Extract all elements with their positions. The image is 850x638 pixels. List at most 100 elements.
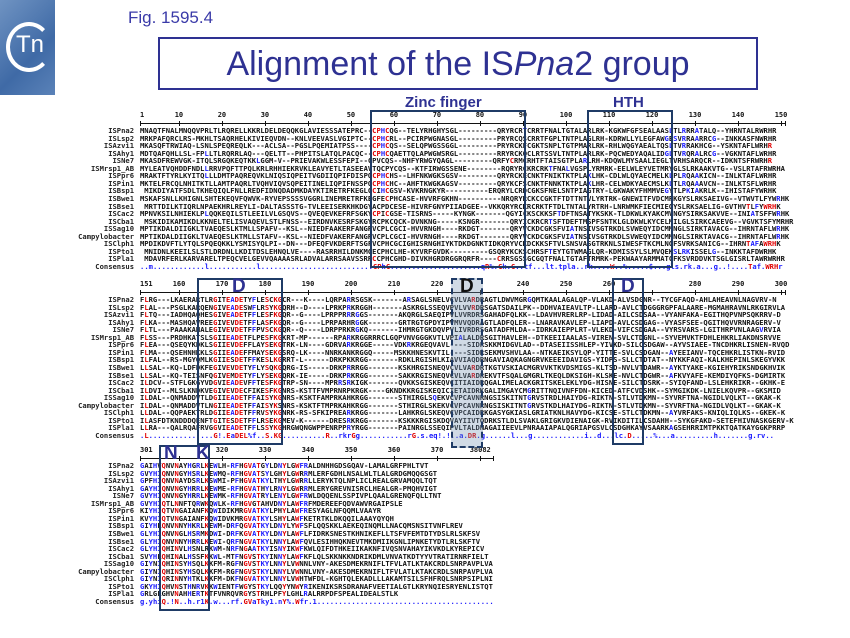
sequence-residues: FLRG---LKAERARTLRGITEADETYFLESCKGCR---K-… <box>140 295 777 304</box>
sequence-name: ISPin1 <box>108 347 134 357</box>
ruler-tick-label: 260 <box>602 280 616 288</box>
sequence-name: ISPla1 <box>108 589 134 599</box>
sequence-row: ISPpr6 MRAKTFTYRLKYITQLLLDMTPAQREQVKLNIQS… <box>0 172 850 180</box>
sequence-residues: GLYHIQNVNNYHRRLKEWI-QRFNGVATKYLNNYLAWFQV… <box>140 536 481 546</box>
sequence-row: ISClph1 MPDIKDVFTLYTQLSPQEQKKLYSMISYQLPI-… <box>0 240 850 248</box>
n-motif-label: N <box>164 443 178 464</box>
ruler-tick-label: 10 <box>174 111 184 119</box>
ruler-tick-mark <box>350 121 352 126</box>
sequence-residues: LLSAL--KQ-LDFDKFEGIVEVDETYFLYSQKGQRG-IS-… <box>140 362 786 372</box>
sequence-row: ISMrsp1_AB GVYHIQTLNNFTQRWKQWLK-RFHGVGTAH… <box>0 500 850 508</box>
figure-label: Fig. 1595.4 <box>128 8 214 27</box>
ruler-tick-label: 360 <box>387 446 401 454</box>
ruler-tick-label: 180 <box>258 280 272 288</box>
ruler-tick-label: 110 <box>602 111 616 119</box>
sequence-row: ISAhy1 FLKA---MASHQAVREEGIVEVDETFFLASFKGQ… <box>0 317 850 327</box>
ruler-tick-mark <box>307 456 309 461</box>
ruler-tick-mark <box>436 456 438 461</box>
sequence-name: ISBwe1 <box>108 193 134 203</box>
sequence-row: ISSag10 MPTIKDALDIIGKLTVAEQESLKTMLLSPAFV-… <box>0 225 850 233</box>
sequence-residues: MDAVRFERLKARVARELTPEQCVELGEVVQAAAASRLADV… <box>140 254 785 264</box>
sequence-residues: FLMA---QSEHNHKKLSGIIEADEFFMAYSEKGSRQ-LK-… <box>140 347 786 357</box>
ruler-tick-mark <box>221 290 223 295</box>
ruler-tick-label: 70 <box>432 111 442 119</box>
ruler-tick-mark <box>522 121 524 126</box>
sequence-residues: GIYNIQHINSYHSQLKKFM-RGFNGVSTKYLNNYLVWNNL… <box>140 559 493 569</box>
sequence-row: ISPto1 ILASFDTKNDDDQENFTGITESDETFFLRSEKGM… <box>0 417 850 425</box>
sequence-name: ISAzvi1 <box>103 310 134 320</box>
ruler-tick-label: 60 <box>389 111 399 119</box>
sequence-row: ISSag10 GIYNIQHINSYHSQLKKFM-RGFNGVSTKYLNN… <box>0 560 850 568</box>
ruler-tick-label: 301 <box>140 446 153 454</box>
sequence-residues: KVYHIQTVNGAIANFKQWIDVKMRGVATKYLSHYLAWFKE… <box>140 513 394 523</box>
sequence-residues: g.yhiQ.!N..h.r1K.w...rf.GVaTky1.nY%.Wfr.… <box>140 596 494 606</box>
sequence-residues: LLDAL--QQPAEKTRLDGIIEADETFFRVSYKGNRK-RS-… <box>140 408 786 418</box>
consensus-row: Consensus g.yhiQ.!N..h.r1K.w...rf.GVaTky1… <box>0 598 850 606</box>
sequence-name: ISNe7 <box>112 491 135 501</box>
sequence-residues: GVYHIQTLNNFTQRWKQWLK-RFHGVGTAHVDNYLAWFRF… <box>140 498 403 508</box>
ruler-tick-label: 140 <box>731 111 745 119</box>
sequence-name: ISPpr6 <box>108 506 134 516</box>
sequence-name: ISSag10 <box>103 559 134 569</box>
sequence-row: ISBwe1 GLYHIQNVNGLHSRMKDWI-DRFKGVATKYLDNY… <box>0 530 850 538</box>
sequence-name: ISClph1 <box>103 239 134 249</box>
sequence-name: ISSag10 <box>103 224 134 234</box>
sequence-name: ISBwe1 <box>108 362 134 372</box>
ruler-tick-mark <box>737 290 739 295</box>
sequence-name: ISAhy1 <box>108 317 134 327</box>
title-box: Alignment of the ISPna2 group <box>158 37 758 90</box>
sequence-name: ISBsp1 <box>108 186 134 196</box>
sequence-row: Campylobacter MPTIKDALDIIGKLTVAEQESLKTMLL… <box>0 232 850 241</box>
ruler-tick-label: 340 <box>301 446 315 454</box>
sequence-row: ISClph1 GIYNIQRINNYHTKLKKFM-DKFNGVATKYLNN… <box>0 575 850 583</box>
sequence-row: ISCba1 SVYHLQHINALHSSFKKWL-MTFNGVSTKYINNY… <box>0 551 850 561</box>
ruler-line <box>140 458 493 459</box>
title-suffix: 2 group <box>574 45 690 83</box>
sequence-name: ISPla1 <box>108 423 134 433</box>
title-prefix: Alignment of the IS <box>226 45 514 83</box>
sequence-row: ISLsp2 FLAL---PSGLKARQENGIVEADESWFLRSYKGQ… <box>0 302 850 312</box>
sequence-row: ISPla1 MDAVRFERLKARVARELTPEQCVELGEVVQAAA… <box>0 255 850 263</box>
sequence-row: ISBse1 LLSAL--KQ-TEISNFQGIVEMDETYFLYSEKGQ… <box>0 371 850 380</box>
title-italic: Pna <box>513 45 575 83</box>
sequence-name: ISBwe1 <box>108 528 134 538</box>
ruler-tick-mark <box>178 121 180 126</box>
sequence-name: ISCac2 <box>108 378 134 388</box>
ruler-tick-label: 120 <box>645 111 659 119</box>
sequence-name: ISNe7 <box>112 325 135 335</box>
sequence-name: ISBsp1 <box>108 521 134 531</box>
ruler-tick-mark <box>492 456 494 461</box>
sequence-name: Consensus <box>95 261 134 271</box>
sequence-name: ISBsp1 <box>108 355 134 365</box>
sequence-residues: ILDVI--MLSLKNDKVEGIVEVDECFIKESFKGNRS-KST… <box>140 385 781 395</box>
sequence-row: ISCac2 MPNVKSILNHIEKLPLQQKEQILSTLEEILVLGS… <box>0 210 850 218</box>
ruler-tick-label: 150 <box>774 111 788 119</box>
ruler-tick-mark <box>350 456 352 461</box>
sequence-name: ISClph1 <box>103 574 134 584</box>
sequence-row: ISMrsp1_AB FLSS---PRDHKATSLSGIIEADETFLPES… <box>0 334 850 342</box>
k-motif-label: K <box>196 443 210 464</box>
sequence-name: ISCba1 <box>108 551 134 561</box>
ruler-tick-mark <box>178 290 180 295</box>
logo-text: Tn <box>16 31 45 58</box>
sequence-name: ISPpr6 <box>108 340 134 350</box>
ruler-tick-label: 100 <box>559 111 573 119</box>
sequence-row: Campylobacter ILDAL--QNMADDVTLNGIIEADETFF… <box>0 400 850 410</box>
sequence-residues: MPNVKSILNHIEKLPLQQKEQILSTLEEILVLGSQVS--Q… <box>140 209 790 219</box>
alignment-block-301-end: 301 320 330 340 350 360 370 38082 ISPna2 GAIHVQNV… <box>0 446 850 606</box>
sequence-name: ISMrsp1_AB <box>91 498 134 508</box>
ruler-tick-mark <box>479 290 481 295</box>
ruler-tick-label: 220 <box>430 280 444 288</box>
ruler-line <box>140 123 785 124</box>
sequence-row: ISBsp1 GIYHLQNVNNYHKRLKEWM-DRFQGVATKYLDNY… <box>0 522 850 530</box>
sequence-name: ISPto1 <box>108 415 134 425</box>
sequence-row: ISBse1 GLYHIQNVNNYHRRLKEWI-QRFNGVATKYLNNY… <box>0 536 850 546</box>
ruler-tick-label: 240 <box>516 280 530 288</box>
d-motif-label-3: D <box>621 276 635 297</box>
sequence-name: ISLsp2 <box>108 302 134 312</box>
ruler-tick-label: 20 <box>217 111 227 119</box>
d-motif-label-2: D <box>460 276 474 297</box>
sequence-residues: GLYHIQNVNGLHSRMKDWI-DRFKGVATKYLDNYLAWFLF… <box>140 528 481 538</box>
sequence-row: ISPpr6 FLEA---QSEQYKDKLSGIIEVDEFFLAYSEKGT… <box>0 341 850 349</box>
sequence-residues: ILDAL--QNMADDVTLNGIIEADETFFAISYKSNRS-KSK… <box>140 400 781 410</box>
